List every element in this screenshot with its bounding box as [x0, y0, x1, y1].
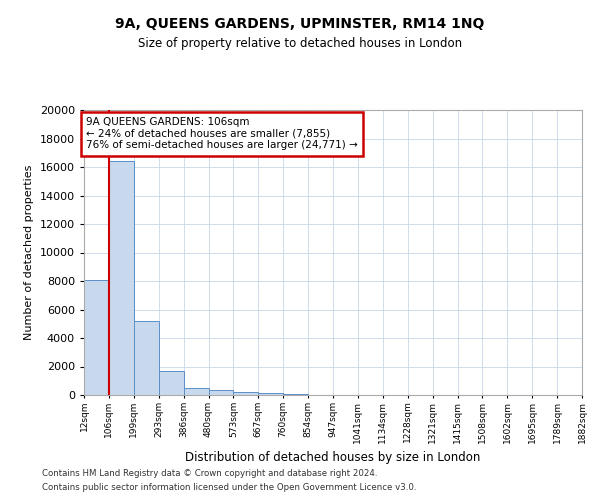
Bar	[209, 390, 233, 395]
Text: 9A, QUEENS GARDENS, UPMINSTER, RM14 1NQ: 9A, QUEENS GARDENS, UPMINSTER, RM14 1NQ	[115, 18, 485, 32]
Bar	[84, 280, 109, 395]
Bar	[283, 394, 308, 395]
Text: 9A QUEENS GARDENS: 106sqm
← 24% of detached houses are smaller (7,855)
76% of se: 9A QUEENS GARDENS: 106sqm ← 24% of detac…	[86, 117, 358, 150]
Bar	[233, 392, 259, 395]
Text: Size of property relative to detached houses in London: Size of property relative to detached ho…	[138, 38, 462, 51]
X-axis label: Distribution of detached houses by size in London: Distribution of detached houses by size …	[185, 451, 481, 464]
Bar	[259, 393, 283, 395]
Text: Contains public sector information licensed under the Open Government Licence v3: Contains public sector information licen…	[42, 484, 416, 492]
Y-axis label: Number of detached properties: Number of detached properties	[24, 165, 34, 340]
Text: Contains HM Land Registry data © Crown copyright and database right 2024.: Contains HM Land Registry data © Crown c…	[42, 468, 377, 477]
Bar	[159, 371, 184, 395]
Bar	[184, 388, 209, 395]
Bar	[134, 321, 159, 395]
Bar	[109, 162, 134, 395]
